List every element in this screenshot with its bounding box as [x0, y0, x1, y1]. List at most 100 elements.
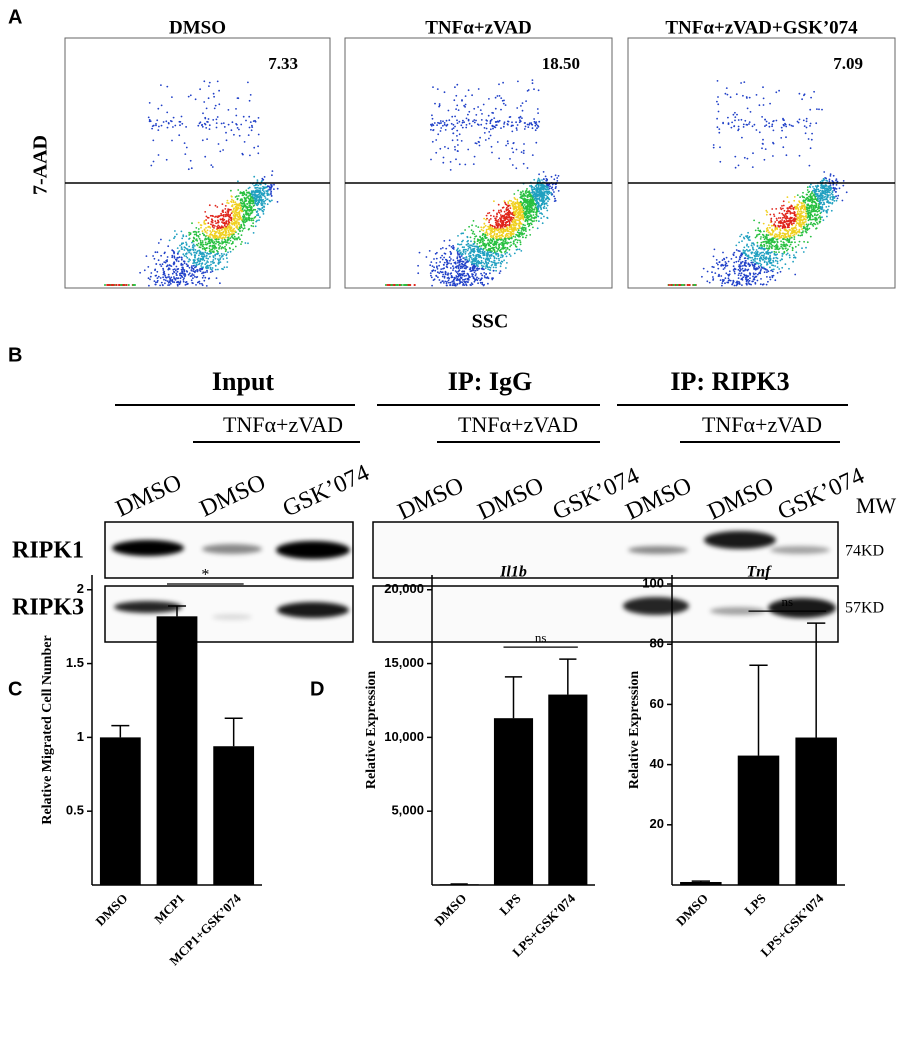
flow-dot [512, 142, 514, 144]
flow-dot [253, 219, 255, 221]
flow-dot [199, 269, 201, 271]
flow-dot [491, 112, 493, 114]
flow-dot [488, 228, 490, 230]
flow-dot [523, 233, 525, 235]
flow-dot [181, 269, 183, 271]
flow-dot [444, 262, 446, 264]
flow-dot [536, 127, 538, 129]
flow-dot [258, 134, 260, 136]
flow-dot [188, 234, 190, 236]
flow-dot [498, 243, 500, 245]
flow-dot [456, 271, 458, 273]
flow-dot [764, 271, 766, 273]
flow-dot [790, 208, 792, 210]
flow-dot [203, 280, 205, 282]
flow-dot [482, 268, 484, 270]
flow-dot [540, 189, 542, 191]
flow-dot [458, 264, 460, 266]
flow-dot [204, 277, 206, 279]
flow-dot [805, 247, 807, 249]
flow-dot [478, 261, 480, 263]
flow-dot [157, 280, 159, 282]
flow-dot [149, 119, 151, 121]
flow-dot [440, 282, 442, 284]
flow-dot [189, 250, 191, 252]
flow-dot [453, 127, 455, 129]
flow-dot [794, 241, 796, 243]
flow-dot [743, 237, 745, 239]
flow-dot [519, 218, 521, 220]
flow-dot [232, 229, 234, 231]
flow-dot [549, 192, 551, 194]
flow-dot [794, 236, 796, 238]
flow-dot [212, 236, 214, 238]
flow-dot [200, 247, 202, 249]
flow-dot [758, 222, 760, 224]
flow-dot [209, 245, 211, 247]
flow-dot [225, 132, 227, 134]
flow-dot [230, 201, 232, 203]
flow-dot [182, 234, 184, 236]
flow-dot [486, 128, 488, 130]
flow-dot [740, 275, 742, 277]
flow-dot [209, 247, 211, 249]
flow-dot [181, 248, 183, 250]
flow-dot [247, 207, 249, 209]
flow-dot [511, 131, 513, 133]
flow-dot [759, 233, 761, 235]
flow-dot [526, 202, 528, 204]
flow-dot [820, 192, 822, 194]
flow-dot [463, 121, 465, 123]
flow-dot [443, 257, 445, 259]
flow-dot [725, 277, 727, 279]
flow-dot [171, 255, 173, 257]
flow-dot [206, 260, 208, 262]
flow-dot [823, 209, 825, 211]
flow-dot [524, 128, 526, 130]
flow-dot [528, 124, 530, 126]
flow-dot [770, 219, 772, 221]
flow-dot [545, 180, 547, 182]
flow-dot [231, 199, 233, 201]
flow-dot [535, 125, 537, 127]
flow-dot [460, 265, 462, 267]
flow-dot [218, 226, 220, 228]
flow-dot [711, 271, 713, 273]
flow-dot [261, 204, 263, 206]
flow-dot [509, 222, 511, 224]
flow-dot [234, 236, 236, 238]
flow-dot [760, 238, 762, 240]
flow-dot [438, 106, 440, 108]
flow-dot [219, 282, 221, 284]
flow-dot [457, 260, 459, 262]
flow-dot [468, 89, 470, 91]
flow-dot [447, 124, 449, 126]
flow-dot [510, 228, 512, 230]
flow-dot [152, 140, 154, 142]
flow-dot [538, 89, 540, 91]
flow-dot [205, 219, 207, 221]
flow-dot [500, 254, 502, 256]
flow-dot [479, 145, 481, 147]
flow-dot [837, 195, 839, 197]
flow-dot [215, 222, 217, 224]
flow-dot [456, 276, 458, 278]
flow-dot [208, 97, 210, 99]
flow-dot [193, 248, 195, 250]
flow-dot [521, 234, 523, 236]
flow-dot [217, 251, 219, 253]
flow-dot [488, 98, 490, 100]
flow-dot [522, 208, 524, 210]
flow-dot [506, 262, 508, 264]
flow-dot [175, 273, 177, 275]
flow-dot [235, 206, 237, 208]
flow-dot [231, 236, 233, 238]
flow-dot [486, 265, 488, 267]
flow-dot [503, 207, 505, 209]
flow-dot [195, 270, 197, 272]
flow-dot [777, 262, 779, 264]
flow-dot [462, 257, 464, 259]
flow-dot [482, 243, 484, 245]
flow-dot [532, 195, 534, 197]
flow-dot [757, 255, 759, 257]
